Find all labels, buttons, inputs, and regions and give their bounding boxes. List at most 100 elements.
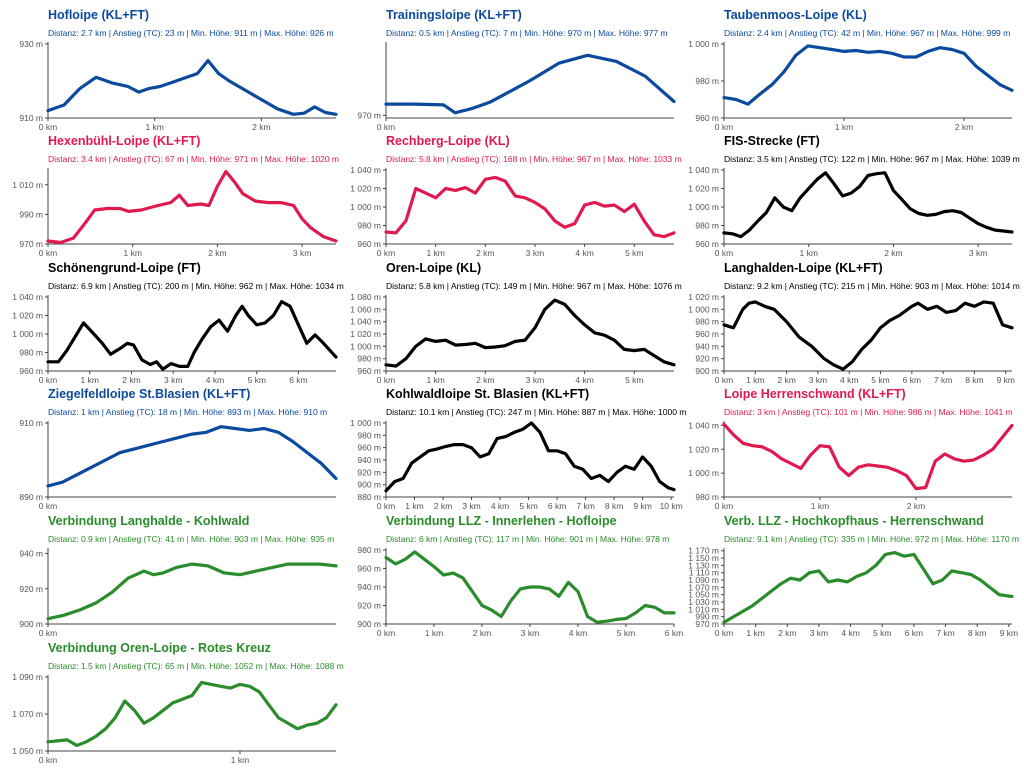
elevation-point: [126, 342, 129, 345]
elevation-point: [538, 586, 541, 588]
elevation-point: [247, 314, 250, 317]
elevation-chart: 900 m 920 m 940 m 960 m 980 m 0 km 1 km 2 km 3 k…: [357, 545, 683, 638]
y-tick-label: 1 000 m: [688, 304, 719, 314]
y-tick-label: 970 m: [695, 619, 719, 629]
y-tick-label: 1 090 m: [688, 575, 719, 585]
elevation-point: [109, 353, 112, 356]
elevation-point: [127, 85, 129, 88]
elevation-point: [798, 336, 800, 338]
elevation-point: [658, 480, 661, 483]
elevation-point: [932, 582, 934, 585]
elevation-point: [484, 178, 487, 181]
elevation-point: [306, 342, 308, 345]
elevation-point: [625, 617, 627, 620]
elevation-chart: 960 m 980 m 1 000 m 1 020 m 1 040 m 0 km 1 km 2…: [688, 165, 1014, 258]
elevation-point: [385, 490, 387, 492]
elevation-point: [141, 359, 143, 361]
x-tick-label: 3 km: [293, 248, 311, 258]
x-tick-label: 8 km: [605, 501, 623, 511]
chart-title: Taubenmoos-Loipe (KL): [724, 8, 867, 22]
elevation-point: [841, 195, 844, 197]
elevation-point: [774, 197, 776, 199]
elevation-point: [414, 103, 416, 105]
elevation-point: [935, 213, 937, 216]
y-tick-label: 1 150 m: [688, 553, 719, 563]
elevation-point: [524, 197, 526, 199]
elevation-point: [992, 302, 994, 304]
elevation-point: [876, 465, 879, 467]
elevation-point: [586, 615, 589, 618]
elevation-point: [133, 709, 136, 712]
x-tick-label: 5 km: [617, 628, 635, 638]
elevation-point: [223, 572, 225, 574]
x-tick-label: 1 km: [746, 375, 764, 385]
y-tick-label: 1 020 m: [350, 329, 381, 339]
panel-schoenengrund-loipe: Schönengrund-Loipe (FT) Distanz: 6.9 km …: [12, 261, 378, 386]
elevation-point: [573, 314, 576, 317]
elevation-point: [47, 240, 49, 242]
elevation-line: [722, 171, 1014, 239]
elevation-point: [394, 563, 397, 565]
x-tick-label: 1 km: [811, 501, 829, 511]
elevation-point: [519, 588, 522, 590]
elevation-point: [225, 170, 227, 173]
elevation-point: [751, 604, 754, 607]
elevation-point: [783, 71, 785, 73]
elevation-point: [93, 209, 96, 211]
elevation-point: [335, 565, 337, 567]
elevation-point: [723, 621, 725, 623]
elevation-point: [941, 579, 944, 581]
panel-trainingsloipe: Trainingsloipe (KL+FT) Distanz: 0.5 km |…: [357, 8, 716, 133]
y-tick-label: 1 090 m: [12, 672, 43, 682]
elevation-point: [287, 563, 289, 565]
elevation-point: [963, 52, 965, 55]
elevation-point: [892, 189, 895, 192]
elevation-point: [424, 192, 427, 194]
elevation-point: [985, 226, 988, 229]
elevation-point: [903, 56, 905, 58]
elevation-point: [178, 365, 181, 368]
elevation-point: [989, 586, 991, 589]
x-tick-label: 8 km: [968, 628, 986, 638]
x-tick-label: 10 km: [660, 501, 683, 511]
x-tick-label: 0 km: [377, 375, 395, 385]
elevation-point: [59, 241, 62, 244]
elevation-point: [481, 604, 483, 607]
elevation-point: [924, 486, 927, 489]
elevation-point: [650, 465, 652, 467]
elevation-point: [442, 104, 445, 106]
elevation-point: [444, 339, 447, 341]
x-tick-label: 5 km: [871, 375, 889, 385]
elevation-point: [1011, 231, 1013, 233]
elevation-point: [159, 85, 161, 88]
elevation-point: [964, 302, 966, 304]
y-tick-label: 1 040 m: [350, 317, 381, 327]
x-tick-label: 0 km: [39, 122, 57, 132]
elevation-point: [558, 595, 560, 598]
chart-stats: Distanz: 5.8 km | Anstieg (TC): 168 m | …: [386, 154, 682, 164]
x-tick-label: 1 km: [145, 122, 163, 132]
x-tick-label: 7 km: [576, 501, 594, 511]
elevation-point: [800, 467, 802, 470]
x-tick-label: 1 km: [799, 248, 817, 258]
elevation-point: [823, 357, 825, 360]
elevation-point: [539, 431, 541, 434]
elevation-point: [191, 563, 193, 565]
x-tick-label: 4 km: [575, 248, 593, 258]
elevation-point: [220, 685, 222, 688]
elevation-point: [169, 82, 172, 84]
chart-title: Langhalden-Loipe (KL+FT): [724, 261, 883, 275]
x-tick-label: 2 km: [476, 375, 494, 385]
x-tick-label: 1 km: [231, 755, 249, 765]
elevation-point: [79, 609, 81, 611]
y-tick-label: 960 m: [19, 366, 43, 376]
elevation-point: [454, 112, 456, 114]
elevation-point: [867, 174, 869, 177]
elevation-point: [325, 716, 328, 719]
elevation-point: [1011, 424, 1013, 427]
elevation-point: [851, 361, 854, 363]
chart-title: Verbindung LLZ - Innerlehen - Hofloipe: [386, 514, 617, 528]
elevation-point: [898, 314, 901, 317]
elevation-point: [241, 305, 243, 308]
y-tick-label: 980 m: [695, 317, 719, 327]
